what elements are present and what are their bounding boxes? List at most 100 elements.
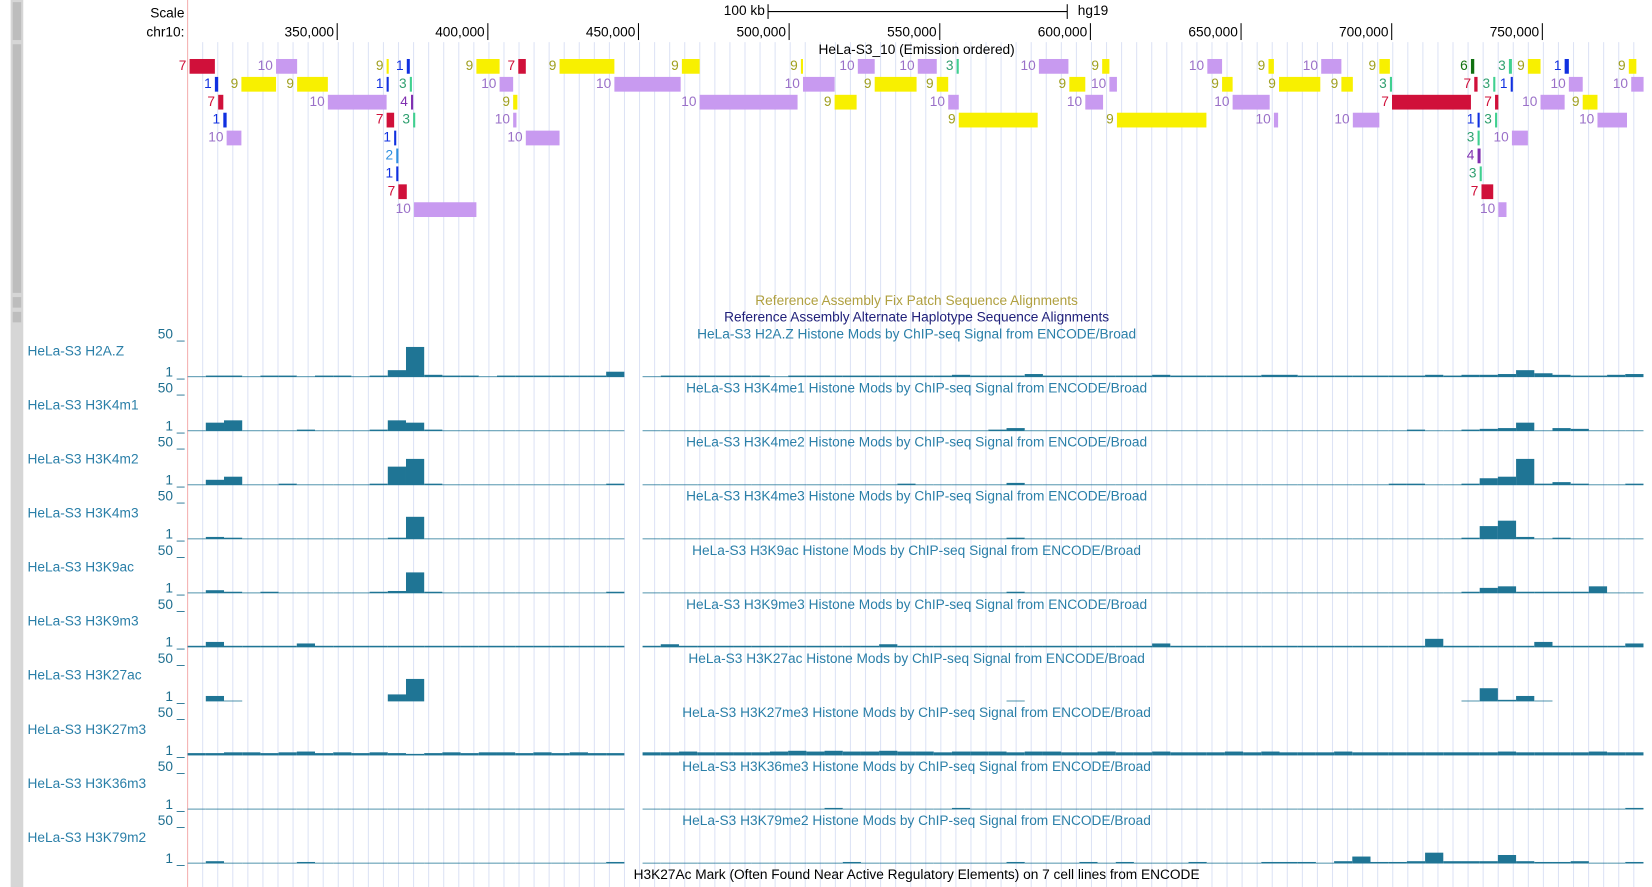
signal-bar — [951, 645, 971, 648]
segment — [1493, 76, 1496, 92]
signal-bar — [1261, 538, 1280, 540]
signal-bar — [860, 592, 880, 594]
signal-bar — [606, 538, 625, 540]
signal-bar — [405, 808, 425, 810]
signal-bar — [1297, 808, 1316, 810]
signal-bar — [842, 645, 861, 648]
segment-label: 2 — [385, 148, 393, 163]
segment-label: 4 — [400, 94, 408, 109]
signal-bar — [387, 466, 406, 486]
segment — [398, 184, 407, 200]
signal-bar — [1607, 374, 1626, 378]
signal-bar — [951, 484, 971, 486]
signal-bar — [697, 862, 716, 864]
signal-bar — [1170, 752, 1189, 756]
segment — [1352, 112, 1380, 128]
signal-bar — [951, 538, 971, 540]
haplotype-handle[interactable] — [12, 311, 22, 323]
signal-bar — [460, 538, 479, 540]
segment — [327, 94, 387, 110]
segment — [1628, 58, 1637, 74]
segment-label: 9 — [502, 94, 510, 109]
signal-bar — [1024, 538, 1043, 540]
signal-bar — [1188, 592, 1207, 594]
signal-bar — [1334, 751, 1353, 756]
segments-handle[interactable] — [12, 44, 22, 293]
signal-bar — [1061, 752, 1080, 756]
signal-bar — [642, 752, 661, 756]
signal-bar — [1607, 592, 1626, 594]
signal-bar — [1552, 482, 1571, 486]
y-tick-label: 50 _ — [158, 543, 185, 558]
signal-bar — [1570, 591, 1589, 594]
signal-bar — [1170, 645, 1189, 648]
signal-bar — [224, 537, 243, 540]
segment — [1597, 112, 1628, 128]
signal-bar — [369, 483, 388, 486]
signal-bar — [442, 430, 461, 432]
y-tick-label: 50 _ — [158, 705, 185, 720]
segment-label: 9 — [1618, 58, 1626, 73]
signal-bar — [788, 862, 807, 864]
signal-bar — [1588, 751, 1608, 756]
signal-bar — [1352, 752, 1371, 756]
signal-bar — [1024, 808, 1043, 810]
signal-bar — [515, 430, 534, 432]
signal-bar — [1188, 808, 1207, 810]
signal-bar — [1279, 808, 1298, 810]
signal-bar — [1534, 591, 1553, 594]
signal-bar — [751, 592, 770, 594]
segment — [1498, 202, 1507, 218]
signal-bar — [1224, 808, 1244, 810]
signal-bar — [842, 861, 861, 864]
signal-bar — [1352, 430, 1371, 432]
signal-bar — [333, 645, 352, 648]
signal-bar — [1024, 430, 1043, 432]
signal-bar — [897, 483, 916, 486]
signal-bar — [515, 645, 534, 648]
signal-bar — [1406, 483, 1426, 486]
signal-bar — [1607, 538, 1626, 540]
patch-handle[interactable] — [12, 297, 22, 308]
signal-bar — [1297, 430, 1316, 432]
signal-bar — [569, 808, 588, 810]
signal-bar — [860, 484, 880, 486]
signal-bar — [1042, 375, 1062, 378]
signal-bar — [842, 592, 861, 594]
signal-bar — [1115, 484, 1134, 486]
signal-bar — [769, 808, 789, 810]
segment — [1268, 58, 1274, 74]
signal-bar — [1388, 861, 1407, 864]
signal-bar — [1152, 374, 1171, 378]
signal-bar — [533, 752, 552, 756]
signal-bar — [1534, 538, 1553, 540]
signal-bar — [824, 645, 843, 648]
signal-bar — [1588, 538, 1608, 540]
signal-bar — [1406, 861, 1426, 864]
signal-bar — [1370, 645, 1389, 648]
signal-bar — [515, 862, 534, 864]
signal-bar — [569, 752, 588, 756]
segment-label: 9 — [1258, 58, 1266, 73]
signal-bar — [333, 592, 352, 594]
ruler-handle[interactable] — [12, 2, 22, 41]
signal-bar — [951, 751, 971, 756]
signal-bar — [1243, 645, 1262, 648]
signal-bar — [1497, 751, 1517, 756]
segment-label: 9 — [1572, 94, 1580, 109]
signal-bar — [405, 458, 425, 486]
signal-bar — [278, 483, 297, 486]
segment — [513, 112, 517, 128]
segment-label: 10 — [681, 94, 697, 109]
signal-bar — [315, 375, 334, 378]
signal-bar — [933, 592, 952, 594]
signal-bar — [460, 753, 479, 756]
signal-bar — [1297, 752, 1316, 756]
signal-bar — [296, 538, 316, 540]
signal-bar — [1006, 645, 1025, 648]
signal-bar — [187, 862, 206, 864]
track-name: HeLa-S3 H3K4m1 — [27, 398, 138, 413]
signal-bar — [1334, 808, 1353, 810]
signal-bar — [442, 808, 461, 810]
